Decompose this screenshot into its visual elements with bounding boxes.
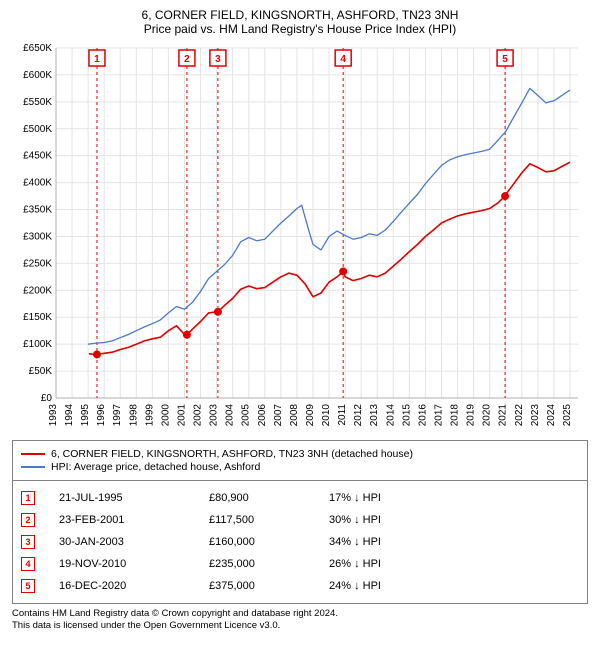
transaction-date: 21-JUL-1995 [59, 492, 209, 504]
transaction-row: 3 30-JAN-2003£160,00034% ↓ HPI [21, 531, 579, 553]
svg-text:2009: 2009 [305, 404, 316, 427]
svg-text:2015: 2015 [401, 404, 412, 427]
legend: 6, CORNER FIELD, KINGSNORTH, ASHFORD, TN… [12, 440, 588, 481]
svg-text:2012: 2012 [353, 404, 364, 427]
transaction-diff: 24% ↓ HPI [329, 580, 579, 592]
legend-label: 6, CORNER FIELD, KINGSNORTH, ASHFORD, TN… [51, 448, 413, 460]
svg-text:1: 1 [94, 54, 100, 65]
svg-text:£0: £0 [41, 393, 53, 404]
title-line-2: Price paid vs. HM Land Registry's House … [12, 22, 588, 36]
transaction-row: 5 16-DEC-2020£375,00024% ↓ HPI [21, 575, 579, 597]
svg-text:1994: 1994 [64, 404, 75, 427]
svg-text:£50K: £50K [29, 366, 53, 377]
legend-swatch [21, 466, 45, 468]
footnote-line-2: This data is licensed under the Open Gov… [12, 620, 588, 632]
svg-text:2020: 2020 [482, 404, 493, 427]
svg-text:£250K: £250K [23, 258, 52, 269]
title-line-1: 6, CORNER FIELD, KINGSNORTH, ASHFORD, TN… [12, 8, 588, 22]
svg-text:2006: 2006 [257, 404, 268, 427]
svg-text:£350K: £350K [23, 205, 52, 216]
svg-text:£400K: £400K [23, 178, 52, 189]
chart-area: £0 £50K £100K £150K £200K £250K £300K £350K £400… [12, 42, 588, 434]
svg-text:5: 5 [502, 54, 508, 65]
transaction-date: 23-FEB-2001 [59, 514, 209, 526]
transaction-diff: 34% ↓ HPI [329, 536, 579, 548]
svg-text:£650K: £650K [23, 43, 52, 54]
legend-swatch [21, 453, 45, 455]
transaction-price: £117,500 [209, 514, 329, 526]
svg-text:£150K: £150K [23, 312, 52, 323]
transaction-price: £80,900 [209, 492, 329, 504]
svg-text:2016: 2016 [417, 404, 428, 427]
svg-text:2025: 2025 [562, 404, 573, 427]
svg-text:2022: 2022 [514, 404, 525, 427]
svg-text:£600K: £600K [23, 70, 52, 81]
svg-text:2021: 2021 [498, 404, 509, 427]
svg-text:2017: 2017 [433, 404, 444, 427]
svg-text:2018: 2018 [450, 404, 461, 427]
transaction-date: 16-DEC-2020 [59, 580, 209, 592]
svg-text:2005: 2005 [241, 404, 252, 427]
footnote-line-1: Contains HM Land Registry data © Crown c… [12, 608, 588, 620]
transaction-marker: 1 [21, 491, 35, 505]
svg-text:£300K: £300K [23, 231, 52, 242]
transactions-table: 1 21-JUL-1995£80,90017% ↓ HPI 2 23-FEB-2001… [12, 481, 588, 604]
transaction-diff: 30% ↓ HPI [329, 514, 579, 526]
transaction-price: £235,000 [209, 558, 329, 570]
svg-text:2000: 2000 [160, 404, 171, 427]
transaction-marker: 5 [21, 579, 35, 593]
svg-text:2010: 2010 [321, 404, 332, 427]
legend-label: HPI: Average price, detached house, Ashf… [51, 461, 260, 473]
svg-text:£100K: £100K [23, 339, 52, 350]
chart-title: 6, CORNER FIELD, KINGSNORTH, ASHFORD, TN… [12, 8, 588, 36]
svg-text:1996: 1996 [96, 404, 107, 427]
svg-text:2019: 2019 [466, 404, 477, 427]
svg-text:2002: 2002 [193, 404, 204, 427]
transaction-price: £375,000 [209, 580, 329, 592]
transaction-row: 1 21-JUL-1995£80,90017% ↓ HPI [21, 487, 579, 509]
svg-text:2001: 2001 [176, 404, 187, 427]
legend-row: HPI: Average price, detached house, Ashf… [21, 461, 579, 473]
transaction-date: 30-JAN-2003 [59, 536, 209, 548]
svg-text:1993: 1993 [48, 404, 59, 427]
transaction-price: £160,000 [209, 536, 329, 548]
transaction-diff: 26% ↓ HPI [329, 558, 579, 570]
svg-text:2023: 2023 [530, 404, 541, 427]
svg-text:2008: 2008 [289, 404, 300, 427]
svg-text:2013: 2013 [369, 404, 380, 427]
transaction-date: 19-NOV-2010 [59, 558, 209, 570]
svg-text:1999: 1999 [144, 404, 155, 427]
transaction-marker: 3 [21, 535, 35, 549]
svg-text:1997: 1997 [112, 404, 123, 427]
transaction-row: 2 23-FEB-2001£117,50030% ↓ HPI [21, 509, 579, 531]
svg-text:1998: 1998 [128, 404, 139, 427]
svg-text:4: 4 [340, 54, 346, 65]
svg-text:2007: 2007 [273, 404, 284, 427]
svg-text:2014: 2014 [385, 404, 396, 427]
footnote: Contains HM Land Registry data © Crown c… [12, 608, 588, 633]
legend-row: 6, CORNER FIELD, KINGSNORTH, ASHFORD, TN… [21, 448, 579, 460]
svg-text:1995: 1995 [80, 404, 91, 427]
svg-text:2024: 2024 [546, 404, 557, 427]
transaction-row: 4 19-NOV-2010£235,00026% ↓ HPI [21, 553, 579, 575]
transaction-marker: 4 [21, 557, 35, 571]
transaction-marker: 2 [21, 513, 35, 527]
svg-text:£550K: £550K [23, 97, 52, 108]
svg-text:2003: 2003 [209, 404, 220, 427]
svg-text:£500K: £500K [23, 124, 52, 135]
svg-text:3: 3 [215, 54, 221, 65]
transaction-diff: 17% ↓ HPI [329, 492, 579, 504]
svg-text:£200K: £200K [23, 285, 52, 296]
svg-text:2004: 2004 [225, 404, 236, 427]
chart-svg: £0 £50K £100K £150K £200K £250K £300K £350K £400… [12, 42, 588, 434]
svg-text:2: 2 [184, 54, 190, 65]
svg-text:2011: 2011 [337, 404, 348, 426]
svg-text:£450K: £450K [23, 151, 52, 162]
